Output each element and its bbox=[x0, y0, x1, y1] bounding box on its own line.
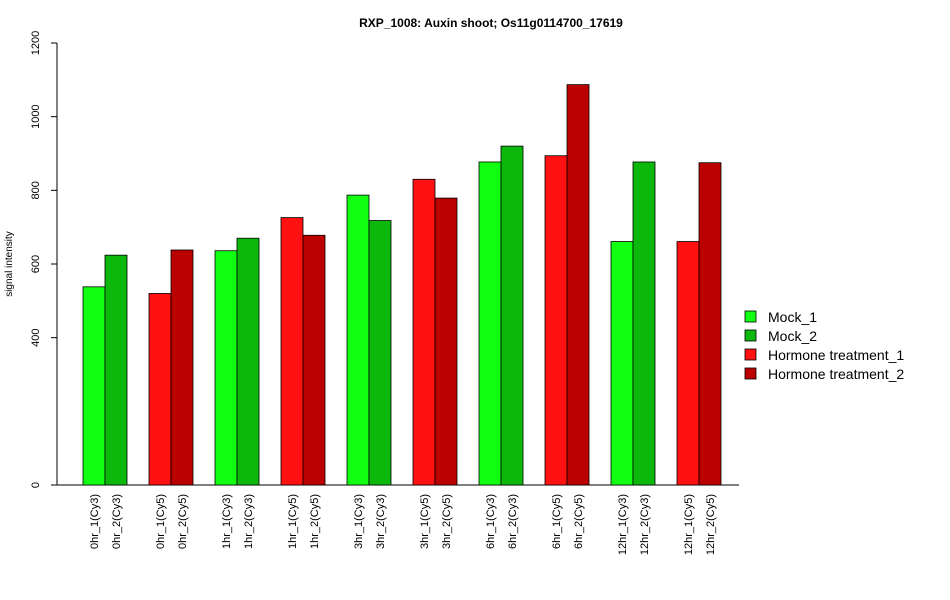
bar bbox=[500, 145, 524, 486]
legend-label: Hormone treatment_2 bbox=[768, 366, 904, 382]
bar bbox=[610, 241, 634, 486]
legend-swatch bbox=[744, 367, 757, 380]
bar bbox=[698, 162, 722, 486]
x-tick-label: 3hr_1(Cy5) bbox=[419, 494, 431, 549]
x-tick-label: 6hr_1(Cy5) bbox=[551, 494, 563, 549]
y-tick-label: 1200 bbox=[30, 31, 42, 55]
x-tick-label: 3hr_1(Cy3) bbox=[353, 494, 365, 549]
x-tick-label: 1hr_1(Cy3) bbox=[221, 494, 233, 549]
y-tick-label: 600 bbox=[30, 255, 42, 273]
legend-swatch bbox=[744, 329, 757, 342]
legend-swatch bbox=[744, 310, 757, 323]
x-tick-label: 0hr_2(Cy3) bbox=[111, 494, 123, 549]
legend-label: Mock_2 bbox=[768, 328, 817, 344]
legend-label: Hormone treatment_1 bbox=[768, 347, 904, 363]
bar bbox=[566, 84, 590, 486]
bar bbox=[346, 194, 370, 486]
bar bbox=[632, 161, 656, 486]
legend-swatch bbox=[744, 348, 757, 361]
bar bbox=[676, 241, 700, 486]
x-tick-label: 0hr_1(Cy5) bbox=[155, 494, 167, 549]
x-tick-label: 12hr_2(Cy5) bbox=[705, 494, 717, 555]
x-tick-label: 0hr_1(Cy3) bbox=[89, 494, 101, 549]
bar bbox=[368, 220, 392, 486]
y-axis-label: signal intensity bbox=[4, 231, 15, 297]
legend: Mock_1 Mock_2 Hormone treatment_1 Hormone t… bbox=[744, 309, 904, 382]
x-tick-label: 1hr_2(Cy5) bbox=[309, 494, 321, 549]
bar bbox=[434, 197, 458, 486]
y-axis: 0 400 600 800 1000 1200 bbox=[30, 31, 58, 488]
y-tick-label: 0 bbox=[30, 482, 42, 488]
x-tick-label: 0hr_2(Cy5) bbox=[177, 494, 189, 549]
bar bbox=[82, 286, 106, 486]
bar bbox=[412, 178, 436, 486]
x-tick-label: 12hr_1(Cy3) bbox=[617, 494, 629, 555]
x-tick-label: 3hr_2(Cy3) bbox=[375, 494, 387, 549]
y-tick-label: 400 bbox=[30, 328, 42, 346]
x-tick-label: 3hr_2(Cy5) bbox=[441, 494, 453, 549]
x-tick-label: 1hr_1(Cy5) bbox=[287, 494, 299, 549]
bar bbox=[478, 161, 502, 486]
legend-label: Mock_1 bbox=[768, 309, 817, 325]
bar bbox=[214, 250, 238, 486]
category-labels: 0hr_1(Cy3) 0hr_2(Cy3) 0hr_1(Cy5) 0hr_2(Cy5)… bbox=[89, 494, 717, 555]
x-tick-label: 6hr_2(Cy5) bbox=[573, 494, 585, 549]
x-tick-label: 6hr_1(Cy3) bbox=[485, 494, 497, 549]
y-tick-label: 1000 bbox=[30, 104, 42, 128]
bar bbox=[236, 237, 260, 486]
chart-title: RXP_1008: Auxin shoot; Os11g0114700_1761… bbox=[359, 16, 623, 30]
y-tick-label: 800 bbox=[30, 181, 42, 199]
x-tick-label: 6hr_2(Cy3) bbox=[507, 494, 519, 549]
x-tick-label: 12hr_2(Cy3) bbox=[639, 494, 651, 555]
bar bbox=[104, 254, 128, 486]
x-tick-label: 1hr_2(Cy3) bbox=[243, 494, 255, 549]
bar bbox=[302, 234, 326, 486]
bar bbox=[544, 155, 568, 486]
bars bbox=[82, 84, 722, 486]
x-tick-label: 12hr_1(Cy5) bbox=[683, 494, 695, 555]
bar bbox=[170, 249, 194, 486]
bar bbox=[148, 293, 172, 486]
bar bbox=[280, 217, 304, 486]
